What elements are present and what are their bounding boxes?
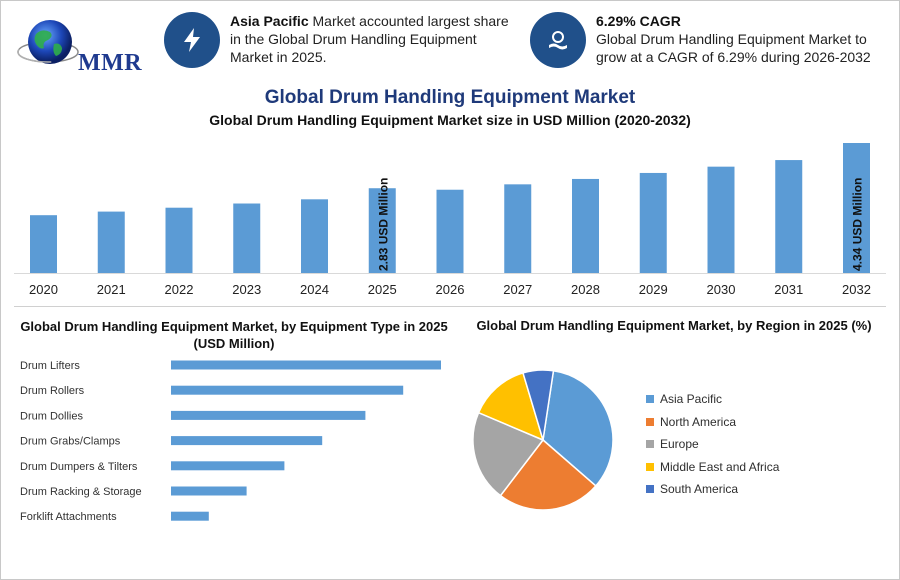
x-tick-2020: 2020: [29, 282, 58, 297]
category-label-forklift-attachments: Forklift Attachments: [20, 511, 117, 523]
bar-2029: [639, 172, 667, 273]
x-tick-2024: 2024: [300, 282, 329, 297]
bar-2032: [843, 143, 870, 273]
legend-item-europe: Europe: [646, 433, 779, 456]
kpi-region-body: Market accounted largest share in the Gl…: [230, 13, 509, 65]
main-title: Global Drum Handling Equipment Market: [264, 87, 636, 108]
x-tick-2023: 2023: [232, 282, 261, 297]
legend-swatch-europe: [646, 440, 654, 449]
hbar-drum-racking-storage: [171, 486, 247, 496]
bar-2027: [504, 184, 532, 273]
x-tick-2028: 2028: [571, 282, 600, 297]
pie-slice-north-america: [499, 438, 597, 511]
region-chart-title: Global Drum Handling Equipment Market, b…: [476, 318, 872, 333]
x-tick-2027: 2027: [503, 282, 532, 297]
legend-label-north-america: North America: [660, 414, 737, 429]
hbar-drum-rollers: [171, 385, 404, 395]
kpi-region: Asia Pacific Market accounted largest sh…: [164, 12, 524, 68]
equipment-type-chart-title: Global Drum Handling Equipment Market, b…: [20, 319, 448, 351]
bar-2031: [775, 160, 803, 273]
hbar-drum-dumpers-tilters: [171, 461, 285, 471]
bar-2026: [436, 189, 464, 273]
category-label-drum-grabs-clamps: Drum Grabs/Clamps: [20, 436, 121, 448]
x-tick-2022: 2022: [165, 282, 194, 297]
pie-slice-south-america: [522, 369, 555, 441]
bar-2022: [165, 207, 193, 273]
legend-swatch-north-america: [646, 417, 654, 426]
mmr-logo: MMR: [14, 14, 142, 78]
kpi-cagr-body: Global Drum Handling Equipment Market to…: [596, 31, 871, 65]
pie-slice-middle-east-and-africa: [477, 371, 545, 442]
hand-coin-icon: [530, 12, 586, 68]
kpi-cagr-bold: 6.29% CAGR: [596, 13, 681, 29]
globe-icon: [17, 20, 79, 64]
hbar-drum-dollies: [171, 410, 366, 420]
category-label-drum-rollers: Drum Rollers: [20, 385, 85, 397]
bar-2025: [368, 188, 396, 273]
legend-swatch-asia-pacific: [646, 395, 654, 404]
bar-2021: [97, 211, 125, 273]
legend-swatch-south-america: [646, 485, 654, 494]
category-label-drum-lifters: Drum Lifters: [20, 360, 80, 372]
x-tick-2031: 2031: [774, 282, 803, 297]
x-tick-2032: 2032: [842, 282, 871, 297]
pie-slice-europe: [472, 411, 545, 497]
market-size-bar-chart: 2020 2021 2022 2023 2024 2025 2.83 USD Million…: [14, 143, 886, 297]
bar-2028: [572, 178, 599, 273]
kpi-cagr: 6.29% CAGR Global Drum Handling Equipmen…: [530, 12, 890, 68]
legend-label-south-america: South America: [660, 482, 739, 497]
kpi-region-text: Asia Pacific Market accounted largest sh…: [230, 12, 520, 66]
x-tick-2026: 2026: [436, 282, 465, 297]
x-tick-2030: 2030: [707, 282, 736, 297]
data-label-2032: 4.34 USD Million: [851, 178, 865, 271]
bar-2030: [707, 166, 735, 273]
bar-2020: [30, 215, 57, 273]
category-label-drum-dumpers-tilters: Drum Dumpers & Tilters: [20, 461, 138, 473]
logo-text: MMR: [78, 50, 143, 76]
category-label-drum-racking-storage: Drum Racking & Storage: [20, 486, 142, 498]
x-tick-2029: 2029: [639, 282, 668, 297]
x-tick-2025: 2025: [368, 282, 397, 297]
bar-2023: [233, 203, 261, 273]
lightning-icon: [164, 12, 220, 68]
section-divider: [14, 306, 886, 307]
pie-slice-asia-pacific: [542, 369, 614, 487]
legend-item-south-america: South America: [646, 478, 779, 501]
region-pie-chart: [472, 369, 614, 511]
kpi-region-bold: Asia Pacific: [230, 13, 309, 29]
hbar-drum-lifters: [171, 360, 441, 370]
chart-subtitle: Global Drum Handling Equipment Market si…: [209, 112, 691, 128]
category-label-drum-dollies: Drum Dollies: [20, 410, 83, 422]
equipment-type-bar-chart: Drum Lifters Drum Rollers Drum Dollies Drum…: [20, 360, 441, 523]
legend-item-middle-east-and-africa: Middle East and Africa: [646, 456, 779, 479]
kpi-cagr-text: 6.29% CAGR Global Drum Handling Equipmen…: [596, 12, 886, 66]
data-label-2025: 2.83 USD Million: [376, 178, 390, 271]
legend-item-north-america: North America: [646, 411, 779, 434]
x-tick-2021: 2021: [97, 282, 126, 297]
legend-swatch-middle-east-and-africa: [646, 462, 654, 471]
hbar-drum-grabs-clamps: [171, 436, 323, 446]
legend-label-middle-east-and-africa: Middle East and Africa: [660, 459, 780, 474]
region-legend: Asia Pacific North America Europe Middle Ea…: [646, 388, 779, 501]
legend-item-asia-pacific: Asia Pacific: [646, 388, 779, 411]
bar-2024: [301, 199, 328, 273]
hbar-forklift-attachments: [171, 511, 209, 521]
legend-label-europe: Europe: [660, 437, 699, 452]
legend-label-asia-pacific: Asia Pacific: [660, 392, 723, 407]
